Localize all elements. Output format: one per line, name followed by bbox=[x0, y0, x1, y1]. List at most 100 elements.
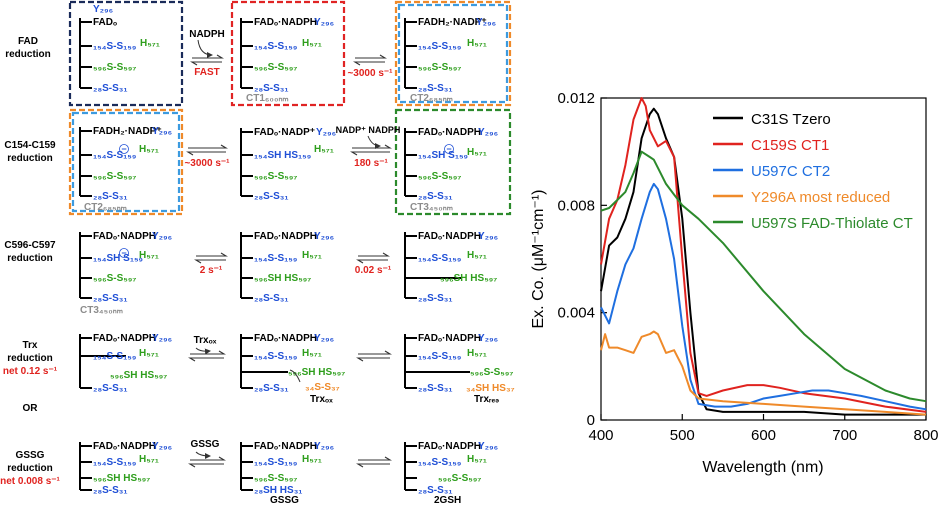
series-group bbox=[600, 97, 927, 416]
s-596-597: ₅₉₆S-S₅₉₇ bbox=[418, 171, 461, 182]
y-tick-label: 0 bbox=[587, 412, 595, 429]
rate-002: 0.02 s⁻¹ bbox=[355, 265, 392, 276]
s-h571: H₅₇₁ bbox=[139, 250, 159, 261]
s-y296: Y₂₉₆ bbox=[314, 231, 334, 242]
y-tick-label: 0.012 bbox=[557, 90, 595, 107]
s-596-sh-hs-597: ₅₉₆SH HS₅₉₇ bbox=[288, 367, 345, 378]
box-ct2-blue-left bbox=[71, 111, 181, 213]
box-ct3 bbox=[394, 108, 512, 216]
s-fad-o-nadph: FADₒ·NADPH bbox=[418, 231, 481, 242]
s-28-31: ₂₈S-S₃₁ bbox=[418, 485, 453, 496]
s-28-31: ₂₈S-S₃₁ bbox=[93, 485, 128, 496]
s-y296: Y₂₉₆ bbox=[152, 333, 172, 344]
s-596-597: ₅₉₆S-S₅₉₇ bbox=[438, 473, 481, 484]
s-154-159: ₁₅₄S-S₁₅₉ bbox=[418, 41, 461, 52]
legend-label: Y296A most reduced bbox=[751, 189, 890, 206]
s-28-31: ₂₈S-S₃₁ bbox=[418, 383, 453, 394]
s-28-31: ₂₈S-S₃₁ bbox=[254, 293, 289, 304]
s-28-31: ₂₈S-S₃₁ bbox=[93, 83, 128, 94]
s-596-sh-hs-597: ₅₉₆SH HS₅₉₇ bbox=[110, 370, 167, 381]
s-28-31: ₂₈S-S₃₁ bbox=[254, 191, 289, 202]
s-h571: H₅₇₁ bbox=[140, 38, 160, 49]
s-y296: Y₂₉₆ bbox=[476, 17, 496, 28]
s-28-31: ₂₈S-S₃₁ bbox=[93, 383, 128, 394]
s-fad-o-nadph: FADₒ·NADPH bbox=[254, 231, 317, 242]
s-596-597: ₅₉₆S-S₅₉₇ bbox=[254, 62, 297, 73]
series-line-2 bbox=[600, 97, 927, 413]
s-h571: H₅₇₁ bbox=[139, 348, 159, 359]
reagent-nadph: NADPH bbox=[189, 29, 225, 40]
s-28-31: ₂₈S-S₃₁ bbox=[93, 191, 128, 202]
s-28-31: ₂₈S-S₃₁ bbox=[254, 383, 289, 394]
s-596-597: ₅₉₆S-S₅₉₇ bbox=[93, 171, 136, 182]
s-154-sh-s-159: ₁₅₄SH S₁₅₉ bbox=[418, 150, 468, 161]
s-28-31: ₂₈S-S₃₁ bbox=[254, 83, 289, 94]
minus-charge: − bbox=[121, 248, 126, 258]
legend-label: C159S CT1 bbox=[751, 137, 829, 154]
reagent-nadp-nadph: NADP⁺ NADPH bbox=[336, 125, 401, 135]
s-h571: H₅₇₁ bbox=[139, 144, 159, 155]
s-h571: H₅₇₁ bbox=[314, 144, 334, 155]
legend-label: C31S Tzero bbox=[751, 111, 831, 128]
box-ct2-orange-top bbox=[394, 0, 512, 107]
s-fad-o-nadph: FADₒ·NADPH bbox=[93, 333, 156, 344]
s-y296: Y₂₉₆ bbox=[314, 441, 334, 452]
legend: C31S Tzero C159S CT1 U597C CT2 Y296A most r… bbox=[713, 111, 913, 232]
s-28-31: ₂₈S-S₃₁ bbox=[418, 191, 453, 202]
s-h571: H₅₇₁ bbox=[467, 147, 487, 158]
row-label-gssg: GSSG bbox=[16, 450, 45, 461]
state-ct2: CT2₆₈₅ₙₘ bbox=[84, 202, 127, 213]
s-fad-o-nadph: FADₒ·NADPH bbox=[254, 441, 317, 452]
s-154-159: ₁₅₄S-S₁₅₉ bbox=[418, 351, 461, 362]
s-596-597: ₅₉₆S-S₅₉₇ bbox=[254, 171, 297, 182]
state-trx-red: Trxᵣₑₔ bbox=[474, 394, 499, 405]
s-154-159: ₁₅₄S-S₁₅₉ bbox=[93, 150, 136, 161]
y-axis-label: Ex. Co. (μM⁻¹cm⁻¹) bbox=[530, 190, 547, 329]
s-28-31: ₂₈S-S₃₁ bbox=[418, 83, 453, 94]
s-596-597: ₅₉₆S-S₅₉₇ bbox=[93, 62, 136, 73]
reagent-gssg: GSSG bbox=[191, 439, 220, 450]
x-tick-label: 500 bbox=[670, 427, 695, 444]
s-y296: Y₂₉₆ bbox=[93, 4, 113, 15]
s-fad-o: FADₒ bbox=[93, 17, 117, 28]
box-ct2-blue-top bbox=[397, 3, 509, 104]
minus-charge: − bbox=[446, 144, 451, 154]
s-h571: H₅₇₁ bbox=[302, 38, 322, 49]
s-154-sh-s-159: ₁₅₄SH S₁₅₉ bbox=[93, 253, 143, 264]
s-fad-o-nadph: FADₒ·NADPH bbox=[93, 441, 156, 452]
x-axis: 400 500 600 700 800 bbox=[588, 414, 939, 444]
x-axis-label: Wavelength (nm) bbox=[702, 459, 823, 476]
y-tick-label: 0.008 bbox=[557, 197, 595, 214]
s-fad-o-nadph: FADₒ·NADPH bbox=[254, 333, 317, 344]
s-y296: Y₂₉₆ bbox=[478, 127, 498, 138]
s-fadh2-nadp: FADH₂·NADP⁺ bbox=[418, 17, 487, 28]
row-label-trx-2: reduction bbox=[7, 353, 53, 364]
series-line-4 bbox=[600, 330, 927, 416]
s-28-31: ₂₈S-S₃₁ bbox=[93, 293, 128, 304]
s-h571: H₅₇₁ bbox=[302, 454, 322, 465]
s-fad-o-nadph: FADₒ·NADPH bbox=[418, 441, 481, 452]
state-trx-ox: Trxₒₓ bbox=[310, 394, 333, 405]
state-ct1: CT1₆₀₀ₙₘ bbox=[246, 93, 289, 104]
s-fad-o-nadph: FADₒ·NADPH bbox=[418, 333, 481, 344]
minus-charge-icon bbox=[444, 144, 454, 154]
s-fad-o-nadph: FADₒ·NADPH bbox=[418, 127, 481, 138]
skeletons bbox=[79, 18, 470, 491]
s-y296: Y₂₉₆ bbox=[316, 127, 336, 138]
s-596-sh-hs-597: ₅₉₆SH HS₅₉₇ bbox=[93, 473, 150, 484]
row-label-fad: FAD bbox=[18, 36, 38, 47]
rate-3000-a: ~3000 s⁻¹ bbox=[347, 68, 393, 79]
s-596-597: ₅₉₆S-S₅₉₇ bbox=[93, 273, 136, 284]
box-ct1 bbox=[230, 0, 346, 107]
x-tick-label: 700 bbox=[832, 427, 857, 444]
x-tick-label: 600 bbox=[751, 427, 776, 444]
y-tick-label: 0.004 bbox=[557, 305, 595, 322]
s-fad-o-nadph: FADₒ·NADPH bbox=[93, 231, 156, 242]
row-label-trx: Trx bbox=[22, 340, 37, 351]
state-2gsh: 2GSH bbox=[434, 495, 461, 505]
s-154-159: ₁₅₄S-S₁₅₉ bbox=[418, 457, 461, 468]
s-y296: Y₂₉₆ bbox=[152, 441, 172, 452]
s-154-sh-hs-159: ₁₅₄SH HS₁₅₉ bbox=[254, 150, 311, 161]
s-34-37: ₃₄S-S₃₇ bbox=[305, 382, 340, 393]
box-ct2-orange-left bbox=[68, 108, 184, 216]
